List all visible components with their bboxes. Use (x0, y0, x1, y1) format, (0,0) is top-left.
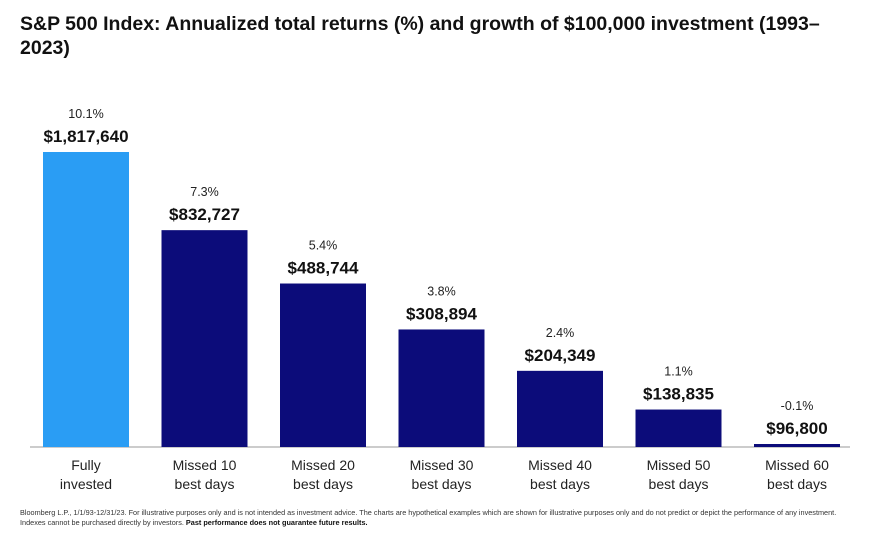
bar (754, 444, 840, 447)
bar (43, 152, 129, 447)
category-label: best days (175, 476, 235, 492)
value-label: $488,744 (288, 259, 359, 278)
value-label: $308,894 (406, 304, 477, 323)
return-label: 3.8% (427, 284, 456, 298)
category-label: best days (293, 476, 353, 492)
bar (161, 230, 248, 447)
bar (517, 370, 603, 447)
return-label: 10.1% (68, 107, 103, 121)
bar (398, 329, 485, 447)
category-label: best days (767, 476, 827, 492)
category-label: best days (530, 476, 590, 492)
value-label: $832,727 (169, 205, 240, 224)
footnote-text: Bloomberg L.P., 1/1/93-12/31/23. For ill… (20, 508, 837, 527)
category-label: Missed 10 (173, 457, 237, 473)
return-label: 2.4% (546, 326, 575, 340)
bar (280, 283, 366, 447)
chart-title: S&P 500 Index: Annualized total returns … (20, 13, 820, 59)
bar-chart: $1,817,640 10.1% Fully invested $832,727 7.3%… (30, 107, 850, 492)
return-label: -0.1% (781, 399, 814, 413)
category-label: Missed 60 (765, 457, 829, 473)
value-label: $96,800 (766, 419, 827, 438)
value-label: $204,349 (525, 346, 596, 365)
category-label: Missed 50 (647, 457, 711, 473)
return-label: 1.1% (664, 365, 693, 379)
category-label: best days (649, 476, 709, 492)
return-label: 5.4% (309, 239, 338, 253)
return-label: 7.3% (190, 185, 219, 199)
footnote-disclaimer: Past performance does not guarantee futu… (185, 518, 368, 527)
category-label: Missed 20 (291, 457, 355, 473)
category-label: best days (412, 476, 472, 492)
footnote: Bloomberg L.P., 1/1/93-12/31/23. For ill… (20, 508, 860, 528)
category-label: invested (60, 476, 112, 492)
bar (635, 409, 722, 447)
category-label: Missed 30 (410, 457, 474, 473)
category-label: Missed 40 (528, 457, 592, 473)
value-label: $138,835 (643, 385, 714, 404)
value-label: $1,817,640 (43, 127, 128, 146)
category-label: Fully (71, 457, 101, 473)
